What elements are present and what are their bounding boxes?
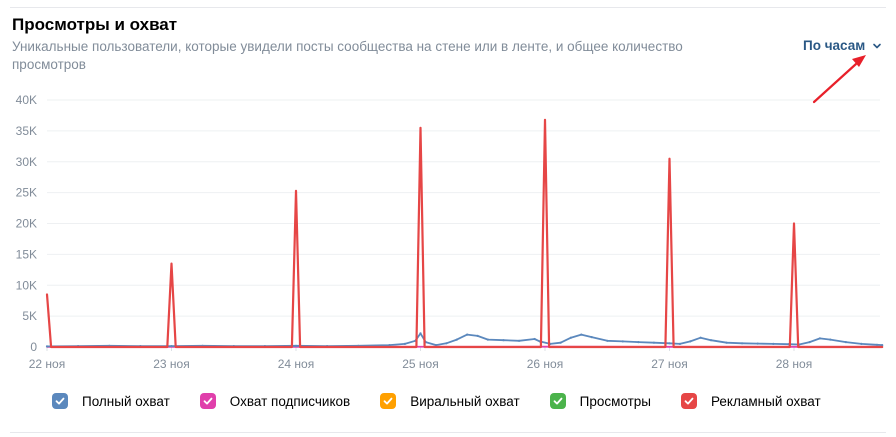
series-point-reach [709, 339, 713, 342]
period-dropdown[interactable]: По часам [803, 38, 882, 53]
page-title: Просмотры и охват [12, 15, 178, 34]
series-point-reach [689, 340, 692, 343]
series-line-ads [45, 118, 884, 349]
y-tick-label: 25K [16, 186, 37, 200]
chart-grid [47, 99, 880, 348]
series-point-reach [294, 344, 298, 347]
series-point-reach [606, 339, 609, 342]
series-point-reach [559, 341, 562, 344]
series-point-reach [652, 341, 656, 344]
series-point-reach [170, 345, 173, 348]
checkbox-checked-icon[interactable] [199, 393, 216, 409]
legend-item-subscribers[interactable]: Охват подписчиков [199, 393, 351, 409]
chevron-down-icon [873, 43, 882, 48]
series-point-reach [569, 336, 573, 339]
y-tick-label: 40K [16, 93, 37, 107]
series-point-reach [621, 340, 624, 343]
period-dropdown-label: По часам [803, 38, 866, 53]
chart-series [45, 118, 884, 349]
checkbox-checked-icon[interactable] [681, 393, 698, 409]
y-axis-ticks: 0 5K 10K 15K 20K 25K 30K 35K 40K [16, 93, 38, 354]
legend-item-viral[interactable]: Виральный охват [380, 393, 520, 409]
legend-item-reach[interactable]: Полный охват [52, 393, 170, 409]
legend-label: Просмотры [579, 393, 652, 409]
series-point-reach [741, 342, 744, 345]
series-point-reach [388, 344, 391, 347]
series-point-reach [881, 344, 884, 347]
series-point-reach [419, 332, 422, 335]
series-point-reach [590, 336, 593, 339]
series-point-reach [875, 343, 879, 346]
x-axis-ticks: 22 ноя 23 ноя 24 ноя 25 ноя 26 ноя 27 ноя 28 н… [29, 347, 812, 371]
chart-legend: Полный охват Охват подписчиков Виральный о… [52, 393, 821, 409]
series-point-reach [668, 342, 671, 345]
series-point-reach [455, 338, 458, 341]
legend-label: Полный охват [82, 393, 170, 409]
legend-label: Охват подписчиков [229, 393, 351, 409]
checkbox-checked-icon[interactable] [549, 393, 566, 409]
checkbox-checked-icon[interactable] [52, 393, 68, 409]
x-tick-label: 22 ноя [29, 357, 65, 371]
series-point-reach [844, 341, 848, 344]
series-point-reach [518, 339, 521, 342]
series-point-reach [772, 342, 775, 345]
series-point-reach [725, 341, 728, 344]
legend-label: Рекламный охват [711, 393, 821, 409]
series-point-reach [445, 342, 448, 345]
series-point-reach [403, 342, 406, 345]
series-point-reach [678, 342, 682, 345]
series-point-reach [699, 336, 702, 339]
series-line-reach [46, 332, 884, 348]
series-point-reach [860, 342, 863, 345]
y-tick-label: 0 [30, 340, 37, 354]
y-tick-label: 15K [16, 247, 37, 261]
checkbox-checked-icon[interactable] [380, 393, 397, 409]
legend-label: Виральный охват [410, 393, 520, 409]
series-point-reach [637, 341, 640, 344]
series-point-reach [476, 334, 479, 337]
series-point-reach [466, 333, 469, 336]
series-point-reach [829, 338, 832, 341]
legend-item-ads[interactable]: Рекламный охват [681, 393, 821, 409]
y-tick-label: 5K [22, 309, 37, 323]
series-point-reach [756, 342, 759, 345]
chart-description: Уникальные пользователи, которые увидели… [12, 39, 683, 72]
x-tick-label: 28 ноя [776, 357, 812, 371]
series-point-reach [435, 344, 438, 347]
series-point-reach [486, 338, 489, 341]
x-tick-label: 25 ноя [402, 357, 438, 371]
series-point-reach [533, 337, 536, 341]
x-tick-label: 27 ноя [651, 357, 687, 371]
y-tick-label: 35K [16, 124, 37, 138]
series-point-reach [818, 337, 822, 340]
series-point-reach [580, 333, 583, 336]
y-tick-label: 30K [16, 155, 37, 169]
series-point-reach [808, 341, 811, 344]
series-point-reach [502, 339, 505, 342]
y-tick-label: 10K [16, 278, 37, 292]
legend-item-views[interactable]: Просмотры [549, 393, 652, 409]
x-tick-label: 24 ноя [278, 357, 314, 371]
y-tick-label: 20K [16, 217, 37, 231]
x-tick-label: 23 ноя [153, 357, 189, 371]
bottom-divider [10, 432, 886, 433]
x-tick-label: 26 ноя [527, 357, 563, 371]
top-divider [10, 7, 886, 8]
series-point-reach [45, 345, 49, 348]
